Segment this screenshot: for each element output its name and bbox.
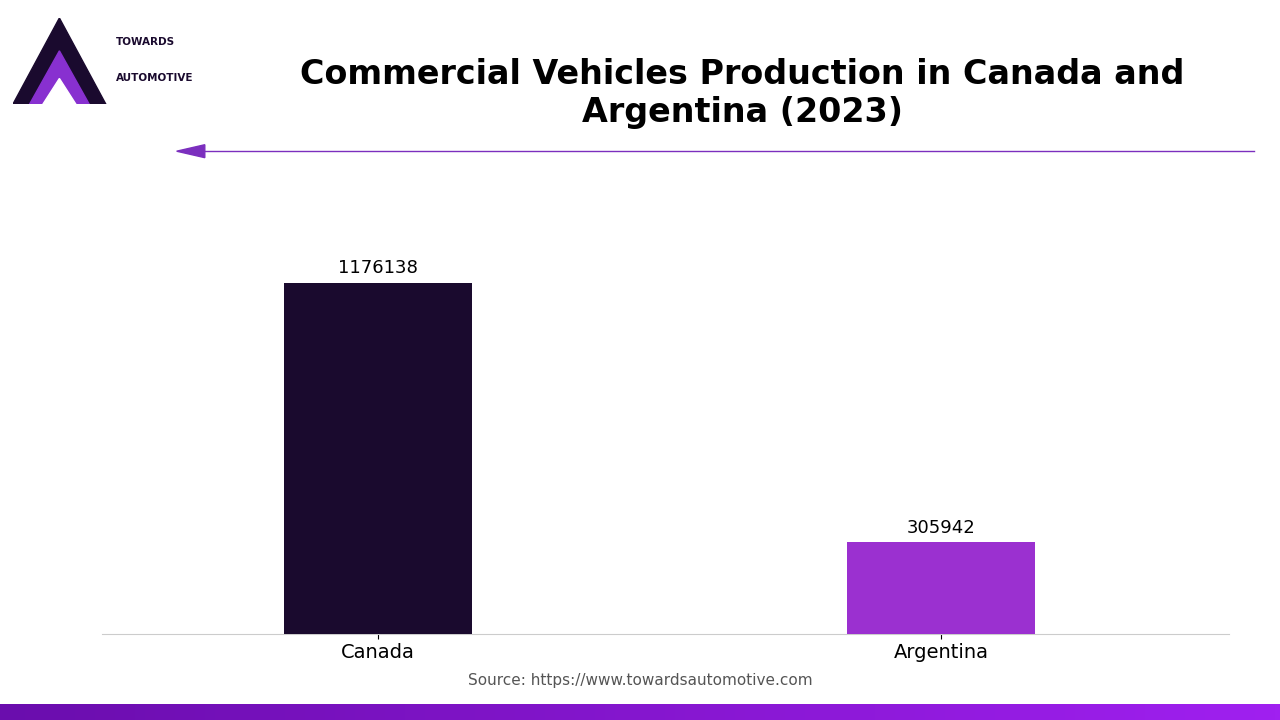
Text: AUTOMOTIVE: AUTOMOTIVE bbox=[116, 73, 193, 84]
Polygon shape bbox=[29, 51, 90, 104]
Bar bbox=[284, 283, 471, 634]
Text: Commercial Vehicles Production in Canada and
Argentina (2023): Commercial Vehicles Production in Canada… bbox=[301, 58, 1184, 129]
Text: 1176138: 1176138 bbox=[338, 259, 417, 277]
Text: 305942: 305942 bbox=[906, 519, 975, 537]
Text: TOWARDS: TOWARDS bbox=[116, 37, 175, 48]
Bar bbox=[847, 542, 1034, 634]
Text: Source: https://www.towardsautomotive.com: Source: https://www.towardsautomotive.co… bbox=[467, 673, 813, 688]
Polygon shape bbox=[13, 18, 106, 104]
Polygon shape bbox=[42, 78, 76, 104]
